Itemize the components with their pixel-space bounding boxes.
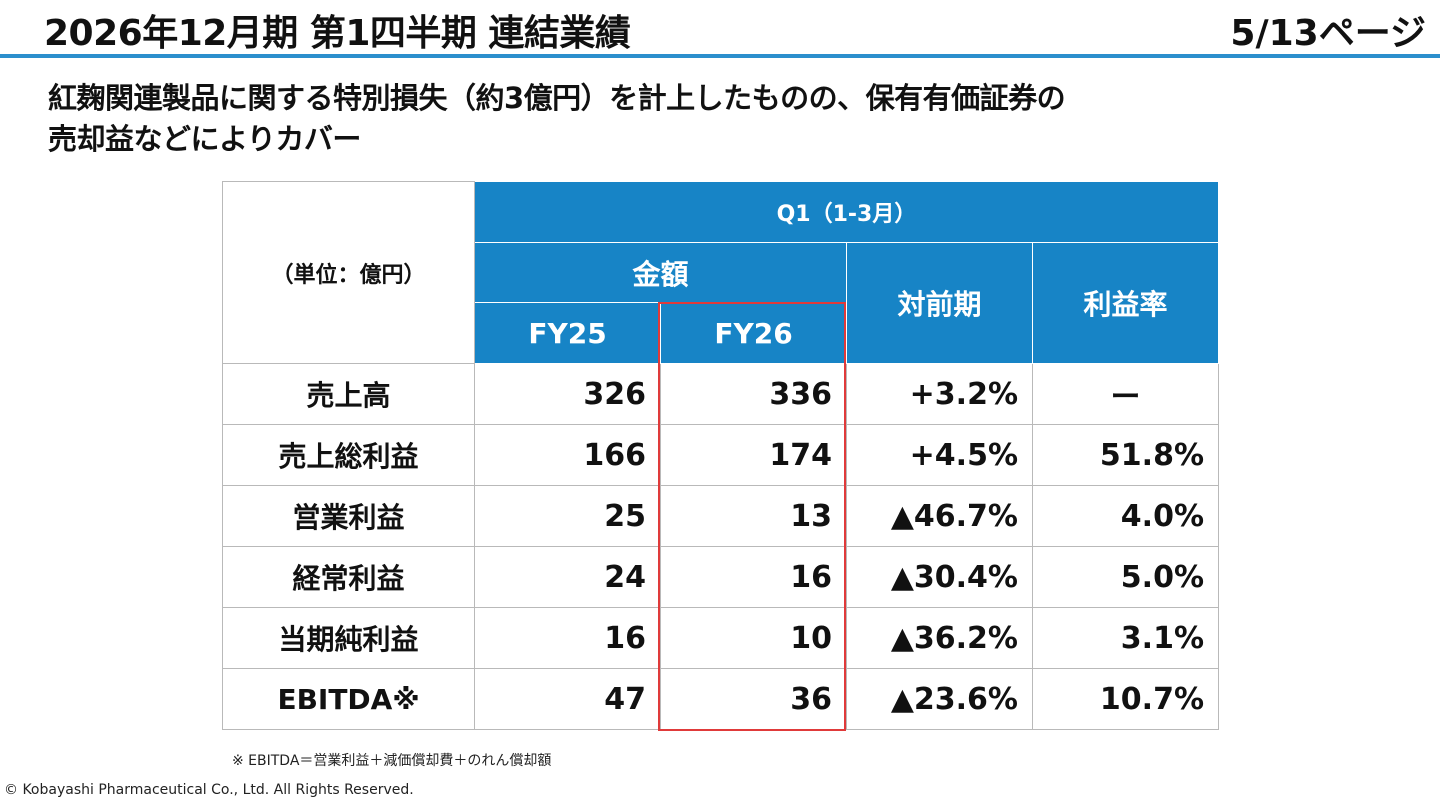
- page-number: 5/13ページ: [1230, 13, 1426, 54]
- row-label: 売上高: [222, 363, 475, 425]
- table-row: 経常利益 24 16 ▲30.4% 5.0%: [222, 546, 1219, 608]
- yoy-value: ▲46.7%: [846, 485, 1033, 547]
- row-label: 当期純利益: [222, 607, 475, 669]
- fy25-value: 326: [474, 363, 661, 425]
- table-row: EBITDA※ 47 36 ▲23.6% 10.7%: [222, 668, 1219, 730]
- unit-label: （単位：億円）: [222, 181, 475, 364]
- margin-value: 51.8%: [1032, 424, 1219, 486]
- margin-value: 4.0%: [1032, 485, 1219, 547]
- fy25-value: 16: [474, 607, 661, 669]
- fy25-value: 24: [474, 546, 661, 608]
- fy26-value: 36: [660, 668, 847, 730]
- headline: 紅麹関連製品に関する特別損失（約3億円）を計上したものの、保有有価証券の 売却益…: [48, 78, 1408, 160]
- results-table: （単位：億円） Q1（1-3月） 金額 対前期 利益率 FY25 FY26 売上…: [222, 181, 1219, 730]
- row-label: 経常利益: [222, 546, 475, 608]
- margin-header: 利益率: [1032, 242, 1219, 364]
- fy26-value: 174: [660, 424, 847, 486]
- table-row: 売上高 326 336 +3.2% ー: [222, 363, 1219, 425]
- fy26-value: 13: [660, 485, 847, 547]
- fy26-header: FY26: [660, 302, 847, 364]
- yoy-header: 対前期: [846, 242, 1033, 364]
- table-row: 売上総利益 166 174 +4.5% 51.8%: [222, 424, 1219, 486]
- table-row: 営業利益 25 13 ▲46.7% 4.0%: [222, 485, 1219, 547]
- fy25-value: 47: [474, 668, 661, 730]
- amount-header: 金額: [474, 242, 847, 303]
- table-row: 当期純利益 16 10 ▲36.2% 3.1%: [222, 607, 1219, 669]
- margin-value: ー: [1032, 363, 1219, 425]
- yoy-value: +3.2%: [846, 363, 1033, 425]
- row-label: 営業利益: [222, 485, 475, 547]
- title-divider: [0, 54, 1440, 58]
- margin-value: 5.0%: [1032, 546, 1219, 608]
- margin-value: 10.7%: [1032, 668, 1219, 730]
- page-title: 2026年12月期 第1四半期 連結業績: [44, 13, 631, 54]
- period-header: Q1（1-3月）: [474, 181, 1219, 243]
- fy26-value: 10: [660, 607, 847, 669]
- margin-value: 3.1%: [1032, 607, 1219, 669]
- yoy-value: ▲30.4%: [846, 546, 1033, 608]
- fy25-header: FY25: [474, 302, 661, 364]
- row-label: 売上総利益: [222, 424, 475, 486]
- fy25-value: 25: [474, 485, 661, 547]
- fy26-value: 16: [660, 546, 847, 608]
- yoy-value: ▲36.2%: [846, 607, 1033, 669]
- yoy-value: ▲23.6%: [846, 668, 1033, 730]
- copyright: © Kobayashi Pharmaceutical Co., Ltd. All…: [4, 782, 414, 798]
- yoy-value: +4.5%: [846, 424, 1033, 486]
- headline-line-2: 売却益などによりカバー: [48, 122, 361, 156]
- fy26-value: 336: [660, 363, 847, 425]
- headline-line-1: 紅麹関連製品に関する特別損失（約3億円）を計上したものの、保有有価証券の: [48, 81, 1066, 115]
- fy25-value: 166: [474, 424, 661, 486]
- footnote: ※ EBITDA＝営業利益＋減価償却費＋のれん償却額: [232, 753, 552, 769]
- row-label: EBITDA※: [222, 668, 475, 730]
